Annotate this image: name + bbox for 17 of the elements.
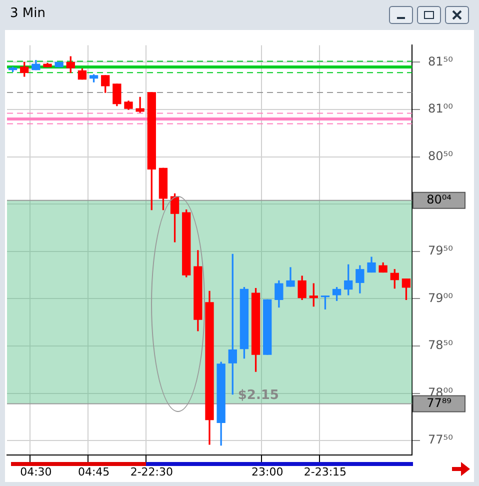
x-tick-label: 2-22:30 [130,465,173,478]
x-tick-label: 04:45 [78,465,110,478]
candlestick [136,96,144,113]
y-tick-label: 81⁵⁰ [428,54,454,68]
ref-line-label: 80⁰⁴ [426,192,452,206]
y-tick-label: 79⁵⁰ [428,244,454,258]
y-tick-label: 79⁰⁰ [428,290,454,305]
y-tick-label: 80⁵⁰ [428,148,454,163]
ref-line-label: 77⁸⁹ [426,396,452,410]
x-tick-label: 04:30 [20,465,52,478]
y-tick-label: 77⁵⁰ [428,432,454,447]
y-tick-label: 78⁵⁰ [428,338,454,352]
x-tick-label: 23:00 [252,465,284,478]
y-tick-label: 81⁰⁰ [428,102,454,116]
band-label: $2.15 [238,388,279,404]
chart-title: 3 Min [10,6,46,21]
x-tick-label: 2-23:15 [304,465,347,478]
